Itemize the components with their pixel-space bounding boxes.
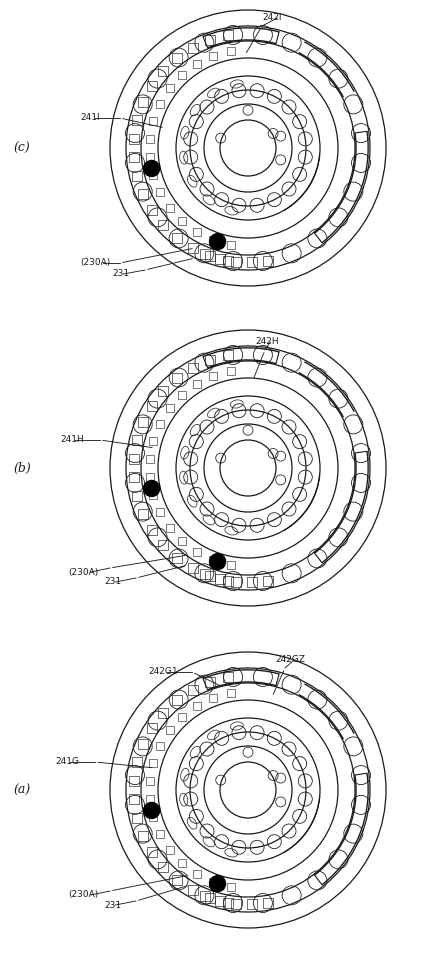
Text: 241I: 241I bbox=[80, 113, 100, 122]
Circle shape bbox=[144, 160, 160, 177]
Text: 231: 231 bbox=[112, 269, 129, 279]
Text: (b): (b) bbox=[13, 461, 31, 475]
Text: 242GZ: 242GZ bbox=[275, 655, 305, 664]
Text: 242H: 242H bbox=[255, 337, 279, 347]
Text: (230A): (230A) bbox=[68, 568, 98, 577]
Text: 231: 231 bbox=[104, 578, 121, 586]
Circle shape bbox=[144, 802, 160, 819]
Text: 231: 231 bbox=[104, 900, 121, 909]
Text: (c): (c) bbox=[14, 141, 30, 155]
Text: (a): (a) bbox=[13, 783, 30, 797]
Text: 241G: 241G bbox=[55, 757, 79, 767]
Circle shape bbox=[209, 875, 225, 892]
Text: 241H: 241H bbox=[60, 435, 84, 445]
Circle shape bbox=[209, 234, 225, 250]
Circle shape bbox=[144, 480, 160, 497]
Text: 242G1: 242G1 bbox=[148, 668, 178, 677]
Text: 242I: 242I bbox=[262, 13, 281, 22]
Text: (230A): (230A) bbox=[68, 891, 98, 899]
Text: (230A): (230A) bbox=[80, 259, 110, 267]
Circle shape bbox=[209, 554, 225, 570]
